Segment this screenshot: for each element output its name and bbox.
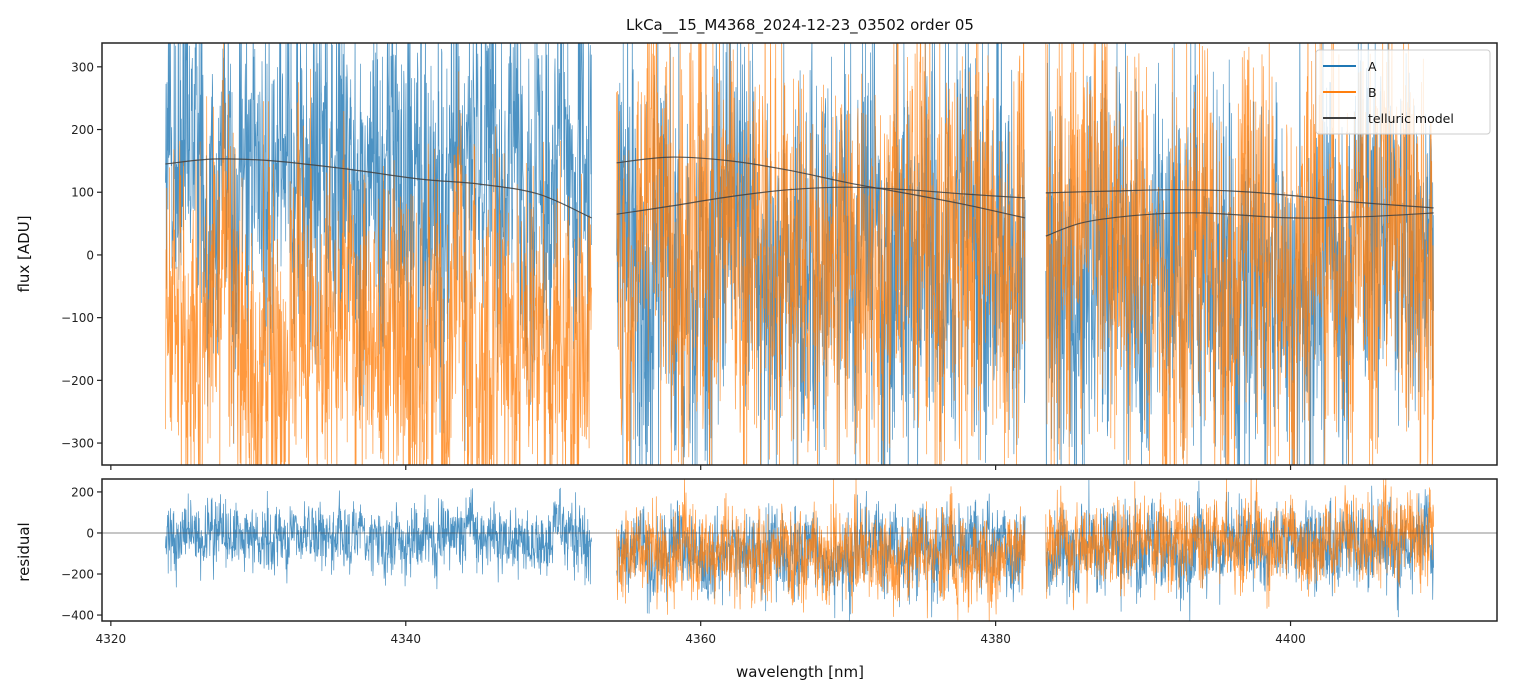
flux-y-tick-label: −200 (61, 374, 94, 388)
flux-y-tick-label: 300 (71, 60, 94, 74)
chart-title: LkCa__15_M4368_2024-12-23_03502 order 05 (626, 16, 974, 35)
legend: A B telluric model (1316, 50, 1490, 134)
residual-panel: 200 0 −200 −400 4320 4340 4360 4380 4400 residu… (15, 468, 1497, 646)
flux-y-tick-label: 100 (71, 186, 94, 200)
legend-label-a: A (1368, 59, 1377, 74)
legend-label-b: B (1368, 85, 1377, 100)
residual-y-tick-label: −400 (61, 609, 94, 623)
residual-plot-area (102, 468, 1497, 627)
flux-y-axis-label: flux [ADU] (15, 215, 33, 292)
flux-series-b-chunk-1 (617, 0, 1026, 567)
legend-label-telluric-model: telluric model (1368, 111, 1454, 126)
residual-y-ticks: 200 0 −200 −400 (61, 485, 102, 622)
flux-y-tick-label: −100 (61, 311, 94, 325)
flux-y-tick-label: −300 (61, 437, 94, 451)
x-tick-label: 4360 (685, 632, 716, 646)
residual-series-b-chunk-2 (1046, 468, 1434, 610)
flux-y-tick-label: 0 (86, 248, 94, 262)
x-tick-label: 4340 (391, 632, 422, 646)
residual-y-tick-label: 200 (71, 485, 94, 499)
x-tick-label: 4320 (96, 632, 127, 646)
x-axis-label: wavelength [nm] (736, 663, 864, 681)
residual-y-axis-label: residual (15, 522, 33, 581)
flux-y-tick-label: 200 (71, 123, 94, 137)
residual-y-tick-label: 0 (86, 526, 94, 540)
residual-y-tick-label: −200 (61, 568, 94, 582)
flux-y-ticks: 300 200 100 0 −100 −200 −300 (61, 60, 102, 450)
x-tick-label: 4400 (1275, 632, 1306, 646)
residual-series-a-chunk-0 (165, 488, 591, 589)
x-tick-label: 4380 (980, 632, 1011, 646)
residual-x-ticks: 4320 4340 4360 4380 4400 (96, 621, 1306, 646)
